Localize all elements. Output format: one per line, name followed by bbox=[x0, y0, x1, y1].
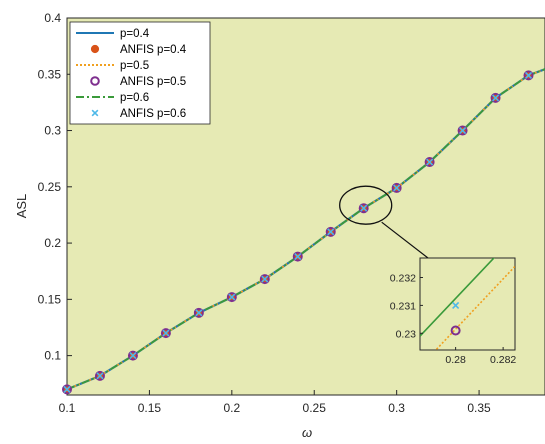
y-tick-label: 0.2 bbox=[44, 236, 61, 250]
data-point-anfis-p-0-5 bbox=[127, 350, 138, 361]
y-tick-label: 0.15 bbox=[38, 292, 62, 306]
inset-y-tick-label: 0.232 bbox=[390, 273, 416, 285]
y-tick-label: 0.1 bbox=[44, 349, 61, 363]
data-point-anfis-p-0-6 bbox=[360, 204, 368, 212]
highlight-ellipse bbox=[339, 185, 393, 225]
series-line-p-0-6 bbox=[66, 68, 545, 391]
data-point-anfis-p-0-5 bbox=[193, 307, 204, 318]
data-point-anfis-p-0-6-b bbox=[426, 158, 434, 166]
data-point-anfis-p-0-5 bbox=[160, 328, 171, 339]
data-point-anfis-p-0-6 bbox=[491, 94, 500, 102]
data-point-anfis-p-0-6 bbox=[96, 372, 104, 380]
legend-anfis-p-0-6-swatch bbox=[91, 109, 99, 117]
data-point-anfis-p-0-6-b bbox=[96, 372, 104, 380]
data-point-anfis-p-0-6-b bbox=[228, 293, 236, 301]
y-axis: 0.1 0.15 0.2 0.25 0.3 0.35 0.4 bbox=[38, 11, 72, 363]
legend-p-0-4-label: p=0.4 bbox=[120, 28, 150, 40]
legend-p-0-5-label: p=0.5 bbox=[120, 60, 149, 72]
data-point-anfis-p-0-5 bbox=[523, 70, 534, 81]
legend: p=0.4 ANFIS p=0.4 p=0.5 ANFIS p=0.5 p=0.6 ANF… bbox=[69, 21, 211, 125]
legend-anfis-p-0-5-label: ANFIS p=0.5 bbox=[120, 76, 186, 88]
data-point-anfis-p-0-5 bbox=[62, 384, 72, 395]
data-point-anfis-p-0-6-b bbox=[459, 126, 467, 135]
inset-x-tick-label: 0.28 bbox=[445, 354, 466, 366]
data-point-anfis-p-0-6-b bbox=[393, 184, 401, 192]
data-point-anfis-p-0-6-b bbox=[327, 228, 335, 236]
data-point-anfis-p-0-6 bbox=[228, 293, 236, 301]
legend-anfis-p-0-5-swatch bbox=[90, 76, 100, 86]
x-tick-label: 0.25 bbox=[303, 401, 327, 415]
data-point-anfis-p-0-5 bbox=[292, 251, 303, 262]
inset-point-anfis-p-0-5 bbox=[450, 325, 461, 336]
data-point-anfis-p-0-6 bbox=[524, 71, 533, 79]
data-point-anfis-p-0-6-b bbox=[195, 309, 203, 317]
data-point-anfis-p-0-5 bbox=[457, 125, 468, 136]
data-point-anfis-p-0-6 bbox=[162, 329, 170, 337]
highlight-connector bbox=[381, 221, 429, 259]
x-tick-label: 0.3 bbox=[388, 401, 405, 415]
inset-y-tick-label: 0.231 bbox=[390, 300, 416, 312]
y-tick-label: 0.4 bbox=[44, 11, 61, 25]
series-markers bbox=[62, 70, 534, 395]
y-axis-title: ASL bbox=[14, 194, 29, 219]
x-tick-label: 0.1 bbox=[59, 401, 76, 415]
data-point-anfis-p-0-6-b bbox=[491, 94, 500, 102]
data-point-anfis-p-0-6-b bbox=[162, 329, 170, 337]
legend-anfis-p-0-4-swatch bbox=[90, 44, 100, 54]
y-tick-label: 0.3 bbox=[44, 124, 61, 138]
zoom-highlight bbox=[339, 185, 429, 259]
inset-zoom-chart: 0.23 0.231 0.232 0.28 0.282 bbox=[390, 257, 516, 366]
inset-point-anfis-p-0-6-b bbox=[452, 301, 460, 309]
data-point-anfis-p-0-6 bbox=[393, 184, 401, 192]
data-point-anfis-p-0-6 bbox=[426, 158, 434, 166]
inset-frame bbox=[419, 257, 516, 351]
data-point-anfis-p-0-5 bbox=[490, 92, 501, 103]
data-point-anfis-p-0-5 bbox=[325, 226, 336, 237]
inset-point-anfis-p-0-6 bbox=[452, 301, 460, 309]
data-point-anfis-p-0-6-b bbox=[261, 275, 269, 283]
data-point-anfis-p-0-6 bbox=[459, 126, 467, 135]
series-lines bbox=[66, 68, 545, 391]
data-point-anfis-p-0-6 bbox=[294, 253, 302, 261]
legend-anfis-p-0-4-label: ANFIS p=0.4 bbox=[120, 44, 187, 56]
y-tick-label: 0.35 bbox=[38, 67, 62, 81]
data-point-anfis-p-0-5 bbox=[226, 292, 237, 303]
data-point-anfis-p-0-6-b bbox=[294, 253, 302, 261]
data-point-anfis-p-0-5 bbox=[94, 370, 105, 381]
data-point-anfis-p-0-6-b bbox=[63, 385, 71, 393]
x-tick-label: 0.35 bbox=[467, 401, 491, 415]
inset-x-tick-label: 0.282 bbox=[490, 354, 516, 366]
legend-anfis-p-0-6-label: ANFIS p=0.6 bbox=[120, 108, 186, 120]
data-point-anfis-p-0-6 bbox=[129, 352, 137, 360]
legend-p-0-6-label: p=0.6 bbox=[120, 92, 149, 104]
inset-y-tick-label: 0.23 bbox=[396, 328, 417, 340]
data-point-anfis-p-0-6 bbox=[63, 385, 71, 393]
data-point-anfis-p-0-5 bbox=[358, 203, 369, 214]
legend-box bbox=[69, 21, 211, 125]
inset-line-p-0-6 bbox=[420, 258, 495, 337]
data-point-anfis-p-0-5 bbox=[424, 157, 435, 168]
data-point-anfis-p-0-6-b bbox=[524, 71, 533, 79]
data-point-anfis-p-0-5 bbox=[259, 274, 270, 285]
data-point-anfis-p-0-6-b bbox=[360, 204, 368, 212]
x-tick-label: 0.15 bbox=[138, 401, 162, 415]
inset-line-p-0-5 bbox=[434, 265, 515, 350]
data-point-anfis-p-0-6-b bbox=[129, 352, 137, 360]
legend-anfis-p-0-6-swatch-b bbox=[91, 109, 99, 117]
x-tick-label: 0.2 bbox=[223, 401, 240, 415]
data-point-anfis-p-0-6 bbox=[195, 309, 203, 317]
x-axis-title: ω bbox=[302, 425, 312, 440]
y-tick-label: 0.25 bbox=[38, 180, 62, 194]
data-point-anfis-p-0-5 bbox=[391, 182, 402, 193]
data-point-anfis-p-0-6 bbox=[327, 228, 335, 236]
data-point-anfis-p-0-6 bbox=[261, 275, 269, 283]
